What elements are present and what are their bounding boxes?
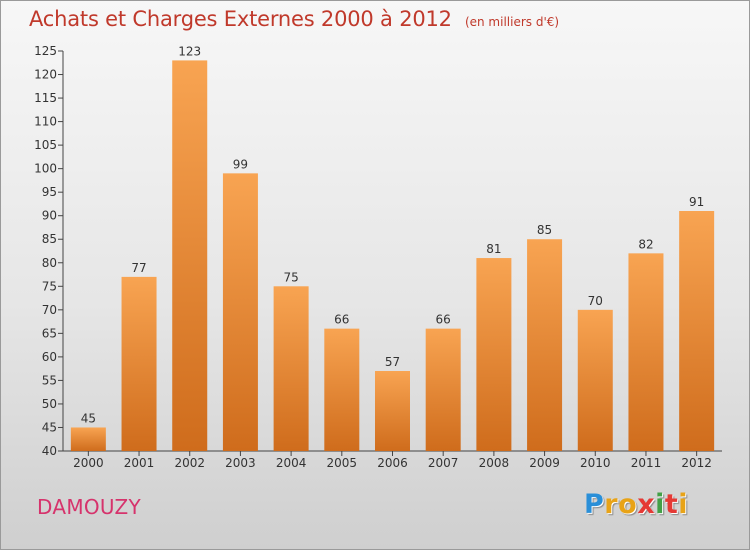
value-label-2008: 81 <box>486 242 501 256</box>
bar-2001 <box>121 276 157 451</box>
brand-letter: i <box>655 489 665 520</box>
chart-unit: (en milliers d'€) <box>464 15 560 29</box>
brand-letter: i <box>678 489 689 520</box>
x-tick-label-2008: 2008 <box>479 456 510 470</box>
brand-letter: x <box>637 489 656 520</box>
brand-letter: o <box>618 489 638 520</box>
brand-letter: t <box>664 489 679 520</box>
y-tick-label: 85 <box>42 232 57 246</box>
y-tick-label: 115 <box>34 91 57 105</box>
bar-2010 <box>577 309 613 451</box>
y-tick-label: 75 <box>42 279 57 293</box>
y-tick-label: 80 <box>42 256 57 270</box>
bar-2000 <box>70 427 106 451</box>
x-tick-label-2001: 2001 <box>124 456 155 470</box>
y-tick-label: 60 <box>42 350 57 364</box>
chart-title: Achats et Charges Externes 2000 à 2012 <box>29 7 452 31</box>
brand-letter: P <box>584 489 605 520</box>
y-tick-label: 65 <box>42 326 57 340</box>
y-tick-label: 55 <box>42 373 57 387</box>
bar-2011 <box>628 253 664 451</box>
value-label-2011: 82 <box>638 237 653 251</box>
x-tick-label-2003: 2003 <box>225 456 256 470</box>
value-label-2006: 57 <box>385 355 400 369</box>
bar-2008 <box>476 258 512 451</box>
y-tick-label: 100 <box>34 162 57 176</box>
brand-letter: r <box>604 489 619 520</box>
bar-2005 <box>324 328 360 451</box>
value-label-2005: 66 <box>334 313 349 327</box>
y-tick-label: 70 <box>42 303 57 317</box>
x-tick-label-2002: 2002 <box>174 456 205 470</box>
y-tick-label: 90 <box>42 209 57 223</box>
bar-layer: 45 77 123 99 75 66 57 66 81 85 70 82 91 <box>70 44 715 451</box>
axis-layer: 40 45 50 55 60 65 70 75 80 85 90 95 100 105 110 115 120 1… <box>34 44 722 470</box>
bar-2007 <box>425 328 461 451</box>
value-label-2004: 75 <box>283 270 298 284</box>
x-tick-label-2011: 2011 <box>631 456 662 470</box>
y-tick-label: 120 <box>34 68 57 82</box>
commune-name: DAMOUZY <box>37 495 142 519</box>
bar-2006 <box>375 371 410 451</box>
value-label-2001: 77 <box>131 261 146 275</box>
value-label-2009: 85 <box>537 223 552 237</box>
x-tick-label-2000: 2000 <box>73 456 104 470</box>
x-tick-label-2005: 2005 <box>327 456 358 470</box>
bar-2012 <box>679 211 715 451</box>
value-label-2012: 91 <box>689 195 704 209</box>
x-tick-label-2004: 2004 <box>276 456 307 470</box>
x-tick-label-2010: 2010 <box>580 456 611 470</box>
bar-2003 <box>222 173 258 451</box>
y-tick-label: 40 <box>42 444 57 458</box>
bar-2009 <box>527 239 563 451</box>
y-tick-label: 105 <box>34 138 57 152</box>
y-tick-label: 125 <box>34 44 57 58</box>
value-label-2000: 45 <box>81 411 96 425</box>
title-row: Achats et Charges Externes 2000 à 2012 (… <box>29 7 559 31</box>
x-tick-label-2009: 2009 <box>529 456 560 470</box>
value-label-2010: 70 <box>588 294 603 308</box>
y-tick-label: 45 <box>42 420 57 434</box>
x-tick-label-2012: 2012 <box>681 456 712 470</box>
y-tick-label: 95 <box>42 185 57 199</box>
value-label-2002: 123 <box>178 44 201 58</box>
value-label-2007: 66 <box>436 313 451 327</box>
bar-2002 <box>172 60 208 451</box>
x-tick-label-2006: 2006 <box>377 456 408 470</box>
y-tick-label: 50 <box>42 397 57 411</box>
x-tick-label-2007: 2007 <box>428 456 459 470</box>
value-label-2003: 99 <box>233 157 248 171</box>
y-tick-label: 110 <box>34 115 57 129</box>
bar-2004 <box>273 286 309 451</box>
brand-logo: Proxiti <box>584 489 688 520</box>
